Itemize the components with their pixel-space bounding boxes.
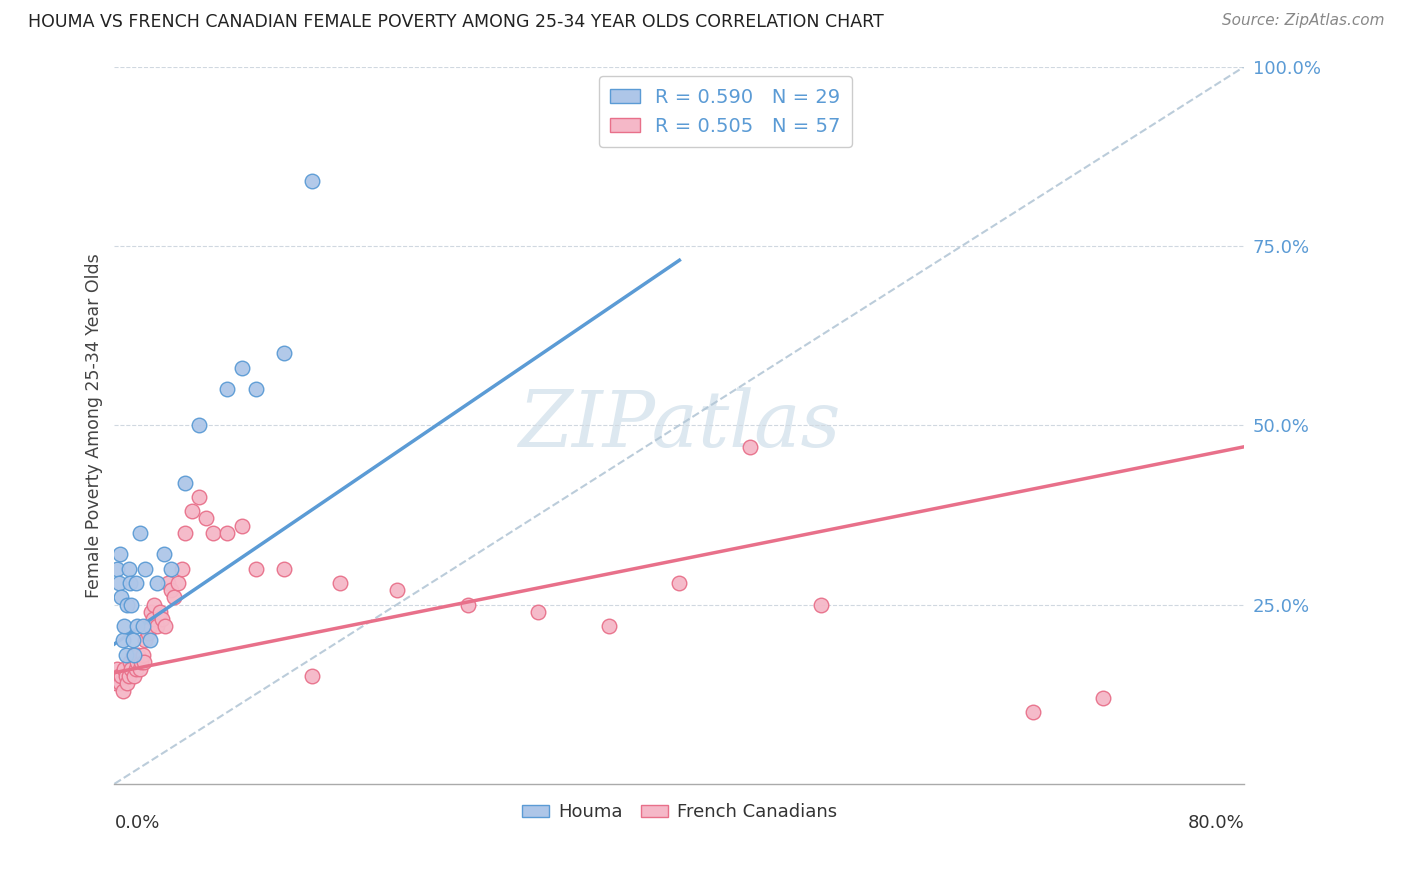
Point	[231, 518, 253, 533]
Point	[174, 525, 197, 540]
Point	[329, 576, 352, 591]
Y-axis label: Female Poverty Among 25-34 Year Olds: Female Poverty Among 25-34 Year Olds	[86, 252, 103, 598]
Point	[174, 475, 197, 490]
Point	[231, 360, 253, 375]
Point	[301, 669, 323, 683]
Text: 0.0%: 0.0%	[114, 814, 160, 832]
Point	[245, 562, 267, 576]
Point	[110, 669, 132, 683]
Point	[125, 655, 148, 669]
Legend: Houma, French Canadians: Houma, French Canadians	[515, 797, 844, 829]
Point	[112, 662, 135, 676]
Point	[122, 669, 145, 683]
Point	[124, 662, 146, 676]
Point	[111, 633, 134, 648]
Point	[195, 511, 218, 525]
Point	[188, 490, 211, 504]
Point	[217, 525, 239, 540]
Point	[125, 619, 148, 633]
Point	[138, 633, 160, 648]
Point	[111, 683, 134, 698]
Point	[134, 633, 156, 648]
Point	[121, 648, 143, 662]
Point	[1092, 690, 1115, 705]
Point	[135, 619, 157, 633]
Point	[202, 525, 225, 540]
Point	[188, 418, 211, 433]
Point	[153, 547, 176, 561]
Point	[129, 655, 152, 669]
Point	[134, 562, 156, 576]
Point	[107, 669, 129, 683]
Point	[155, 619, 177, 633]
Point	[124, 576, 146, 591]
Text: HOUMA VS FRENCH CANADIAN FEMALE POVERTY AMONG 25-34 YEAR OLDS CORRELATION CHART: HOUMA VS FRENCH CANADIAN FEMALE POVERTY …	[28, 13, 884, 31]
Text: ZIPatlas: ZIPatlas	[519, 387, 841, 463]
Point	[131, 648, 153, 662]
Point	[136, 626, 159, 640]
Point	[110, 591, 132, 605]
Point	[138, 619, 160, 633]
Point	[114, 648, 136, 662]
Text: Source: ZipAtlas.com: Source: ZipAtlas.com	[1222, 13, 1385, 29]
Point	[117, 669, 139, 683]
Point	[105, 562, 128, 576]
Point	[1021, 705, 1043, 719]
Text: 80.0%: 80.0%	[1188, 814, 1244, 832]
Point	[121, 633, 143, 648]
Point	[738, 440, 761, 454]
Point	[181, 504, 204, 518]
Point	[457, 598, 479, 612]
Point	[108, 547, 131, 561]
Point	[115, 676, 138, 690]
Point	[114, 669, 136, 683]
Point	[115, 598, 138, 612]
Point	[527, 605, 550, 619]
Point	[122, 648, 145, 662]
Point	[112, 619, 135, 633]
Point	[217, 383, 239, 397]
Point	[105, 662, 128, 676]
Point	[128, 525, 150, 540]
Point	[131, 619, 153, 633]
Point	[172, 562, 194, 576]
Point	[245, 383, 267, 397]
Point	[146, 576, 169, 591]
Point	[160, 583, 183, 598]
Point	[143, 598, 166, 612]
Point	[810, 598, 832, 612]
Point	[157, 576, 180, 591]
Point	[118, 576, 141, 591]
Point	[104, 676, 127, 690]
Point	[118, 655, 141, 669]
Point	[128, 662, 150, 676]
Point	[107, 576, 129, 591]
Point	[108, 676, 131, 690]
Point	[120, 598, 142, 612]
Point	[598, 619, 620, 633]
Point	[301, 174, 323, 188]
Point	[668, 576, 690, 591]
Point	[117, 562, 139, 576]
Point	[141, 612, 163, 626]
Point	[167, 576, 190, 591]
Point	[127, 648, 149, 662]
Point	[160, 562, 183, 576]
Point	[152, 612, 174, 626]
Point	[132, 655, 155, 669]
Point	[146, 619, 169, 633]
Point	[385, 583, 408, 598]
Point	[273, 562, 295, 576]
Point	[163, 591, 186, 605]
Point	[120, 662, 142, 676]
Point	[273, 346, 295, 360]
Point	[139, 605, 162, 619]
Point	[149, 605, 172, 619]
